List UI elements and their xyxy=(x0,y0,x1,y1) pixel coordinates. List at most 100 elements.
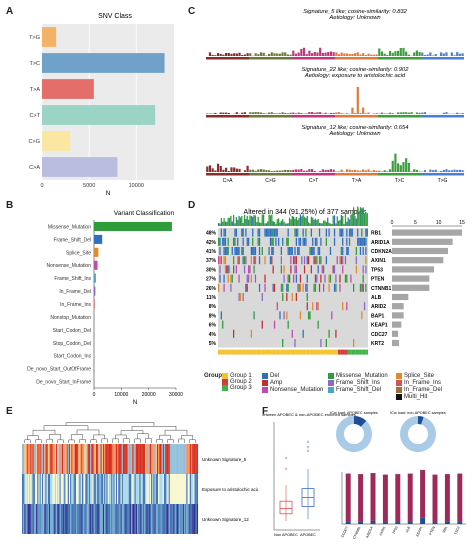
oncoplot-cell xyxy=(363,302,366,311)
oncoplot-cell xyxy=(250,256,252,265)
heatmap-cell xyxy=(112,504,114,534)
signature-category-strip xyxy=(421,57,464,60)
oncoplot-top-bar xyxy=(331,223,333,226)
oncoplot-cell xyxy=(258,256,261,265)
signature-title: Signature_22 like; cosine-similarity: 0.… xyxy=(302,67,410,73)
heatmap-cell xyxy=(99,444,101,474)
heatmap-cell xyxy=(127,504,129,534)
oncoplot-cell xyxy=(276,228,278,237)
oncoplot-cell xyxy=(253,311,255,320)
heatmap-cell xyxy=(117,444,119,474)
oncoplot-group-cell xyxy=(228,349,231,355)
signature-bar xyxy=(219,165,222,172)
oncoplot-cell xyxy=(249,265,251,274)
oncoplot-cell xyxy=(302,329,304,338)
signature-bar xyxy=(383,170,386,172)
signature-bar xyxy=(367,169,370,172)
signature-bar xyxy=(308,169,311,172)
oncoplot-legend: Group Group 1 Group 2 Group 3 Del Missense_Mu… xyxy=(200,373,470,403)
oncoplot-cell xyxy=(283,265,285,274)
heatmap-cell xyxy=(66,504,68,534)
signature-bar xyxy=(319,47,322,56)
oncoplot-gene-label: ARID1A xyxy=(371,240,390,246)
oncoplot-top-bar xyxy=(222,221,224,226)
heatmap-cell xyxy=(124,504,126,534)
oncoplot-top-bar xyxy=(288,217,291,226)
dendrogram-branch xyxy=(123,438,130,443)
signature-bar xyxy=(208,165,212,172)
oncoplot-cell xyxy=(325,228,327,237)
heatmap-cell xyxy=(95,504,98,534)
heatmap-cell xyxy=(111,474,113,504)
oncoplot-cell xyxy=(231,247,233,255)
oncoplot-cell xyxy=(273,283,276,292)
signature-bar xyxy=(340,52,343,56)
signature-bar xyxy=(434,169,437,172)
heatmap-cell xyxy=(39,504,41,534)
signature-bar xyxy=(426,54,429,56)
heatmap-cell xyxy=(86,504,88,534)
oncoplot-cell xyxy=(362,283,364,292)
signature-bar xyxy=(329,51,333,56)
signature-bar xyxy=(340,113,343,114)
signature-bar xyxy=(458,169,462,172)
oncoplot-cell xyxy=(344,274,347,283)
oncoplot-cell xyxy=(227,274,229,283)
oncoplot-top-bar xyxy=(258,222,261,226)
signature-bar xyxy=(246,53,249,56)
oncoplot-cell xyxy=(333,283,336,292)
oncoplot-side-bar xyxy=(392,247,448,255)
heatmap-cell xyxy=(119,504,121,534)
signature-category-label: T>C xyxy=(395,178,405,184)
oncoplot-top-bar xyxy=(254,215,257,226)
heatmap-cell xyxy=(176,504,179,534)
oncoplot-cell xyxy=(287,283,289,292)
oncoplot-cell xyxy=(342,302,344,311)
group-legend-swatch xyxy=(222,385,228,391)
heatmap-cell xyxy=(110,444,112,474)
variant-category-label: In_Frame_Ins xyxy=(60,302,91,308)
signature-bar xyxy=(316,52,319,56)
heatmap-cell xyxy=(117,504,119,534)
heatmap-cell xyxy=(167,444,169,474)
oncoplot-cell xyxy=(295,265,297,274)
snv-x-axis-label: N xyxy=(106,190,111,197)
heatmap-cell xyxy=(51,504,53,534)
heatmap-cell xyxy=(145,444,147,474)
heatmap-cell xyxy=(38,474,40,504)
heatmap-cell xyxy=(148,504,150,534)
oncoplot-gene-label: BAP1 xyxy=(371,313,385,319)
stacked-bar-bottom xyxy=(432,522,438,524)
oncoplot-cell xyxy=(231,274,233,283)
heatmap-cell xyxy=(163,504,166,534)
oncoplot-cell xyxy=(297,247,299,255)
signature-bar xyxy=(458,53,462,56)
oncoplot-group-cell xyxy=(362,349,364,355)
heatmap-cell xyxy=(79,444,81,474)
signature-bar xyxy=(442,112,445,114)
heatmap-cell xyxy=(115,504,118,534)
heatmap-cell xyxy=(63,444,65,474)
heatmap-cell xyxy=(47,504,50,534)
heatmap-cell xyxy=(22,504,24,534)
signature-bar xyxy=(305,113,308,114)
heatmap-cell xyxy=(195,444,197,474)
oncoplot-cell xyxy=(222,320,224,329)
oncoplot-cell xyxy=(237,247,239,255)
signature-bar xyxy=(321,169,324,172)
oncoplot-top-bar xyxy=(338,220,340,226)
heatmap-cell xyxy=(36,504,38,534)
heatmap-cell xyxy=(64,444,66,474)
heatmap-cell xyxy=(176,444,179,474)
group-legend-swatch xyxy=(222,373,228,379)
dendrogram-branch xyxy=(137,433,149,439)
oncoplot-cell xyxy=(309,311,311,320)
signature-bar xyxy=(254,112,257,114)
signature-category-strip xyxy=(206,173,249,176)
oncoplot-top-bar xyxy=(298,217,300,226)
heatmap-cell xyxy=(77,474,79,504)
oncoplot-cell xyxy=(355,265,357,274)
apobec-plot: Mutation load between APOBEC & non-APOBE… xyxy=(262,411,466,540)
heatmap-cell xyxy=(165,474,167,504)
signature-bar xyxy=(300,169,303,172)
